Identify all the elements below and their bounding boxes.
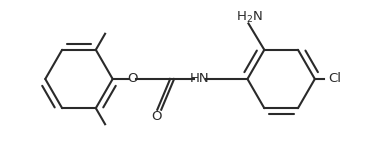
Text: HN: HN — [190, 73, 210, 86]
Text: O: O — [127, 73, 138, 86]
Text: H$_2$N: H$_2$N — [236, 10, 263, 25]
Text: Cl: Cl — [329, 73, 342, 86]
Text: O: O — [151, 110, 162, 123]
